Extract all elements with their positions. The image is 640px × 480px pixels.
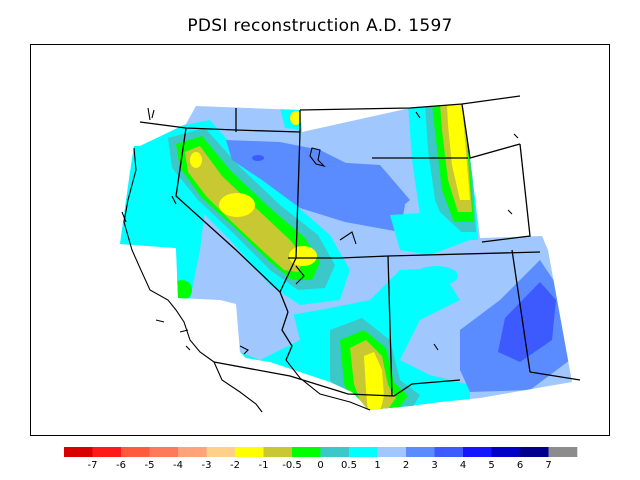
colorbar-swatch [320,447,350,457]
colorbar-swatch [64,447,93,457]
colorbar-labels: -7 -6 -5 -4 -3 -2 -1 -0.5 0 0.5 1 2 3 4 5 6 7 [88,460,552,471]
colorbar-label: 0 [317,460,323,471]
border-az-mex [213,361,461,397]
field-nm-cyan [414,266,458,286]
colorbar-label: -5 [145,460,155,471]
field-top-yellow [290,111,302,125]
colorbar-label: -7 [88,460,98,471]
field-north-blue-dark [252,155,264,161]
border-montana-east [461,103,521,159]
field-utah-cyan [390,212,470,255]
colorbar-swatches [64,447,578,457]
colorbar-label: -6 [116,460,126,471]
colorbar-label: 7 [545,460,551,471]
borders [139,95,581,397]
coast-puget [147,107,155,121]
lake-tahoe [171,195,177,205]
colorbar-swatch [263,447,293,457]
colorbar-label: -3 [202,460,212,471]
colorbar-label: 2 [403,460,409,471]
field-nevada-yellow-a [219,193,255,217]
colorbar-label: 0.5 [341,460,357,471]
colorbar-swatch [121,447,150,457]
border-washington [299,95,521,111]
colorbar-label: -2 [230,460,240,471]
colorbar-swatch [206,447,236,457]
border-co-east [387,255,393,397]
border-nm-east [511,249,531,373]
colorbar-label: -1 [259,460,269,471]
border-ca-nv [175,127,289,313]
colorbar-swatch [92,447,122,457]
map-frame [30,44,610,436]
border-idaho [235,108,301,132]
colorbar-swatch [149,447,179,457]
colorbar-label: 6 [517,460,523,471]
colorbar-swatch [178,447,207,457]
coast-baja [213,361,263,413]
lake-mead [295,231,357,285]
field-se-blue-dark [498,282,556,362]
colorbar-swatch [235,447,264,457]
field-south-yellow [364,352,384,410]
colorbar-label: 1 [374,460,380,471]
border-colorado-river [281,311,293,361]
map-title: PDSI reconstruction A.D. 1597 [187,16,453,36]
field-east-yellow [447,104,470,200]
colorbar-label: 5 [488,460,494,471]
colorbar-swatch [406,447,435,457]
colorbar-label: 3 [431,460,437,471]
coastline [121,107,519,413]
coast-california [123,147,215,363]
colorbar-swatch [434,447,464,457]
island-ne [121,111,519,351]
border-oregon-north [139,121,301,133]
colorbar-label: -0.5 [282,460,302,471]
colorbar-swatch [377,447,407,457]
lake-great-salt [309,147,326,168]
colorbar-swatch [520,447,549,457]
colorbar-swatch [491,447,521,457]
field-north-blue-wyo [300,160,410,225]
colorbar-label: 4 [460,460,466,471]
colorbar-swatch [292,447,321,457]
field-sw-blue [236,300,300,360]
border-wyoming [372,143,531,243]
island-sb [155,319,249,355]
colorbar-swatch [548,447,578,457]
colorbar-label: -4 [173,460,183,471]
colorbar-swatch [349,447,378,457]
field-nevada-yellow-c [190,152,202,168]
border-ok-tx [529,371,581,381]
colorbar-swatch [463,447,492,457]
coast-gulf [285,359,371,411]
border-ut-co [288,251,541,259]
